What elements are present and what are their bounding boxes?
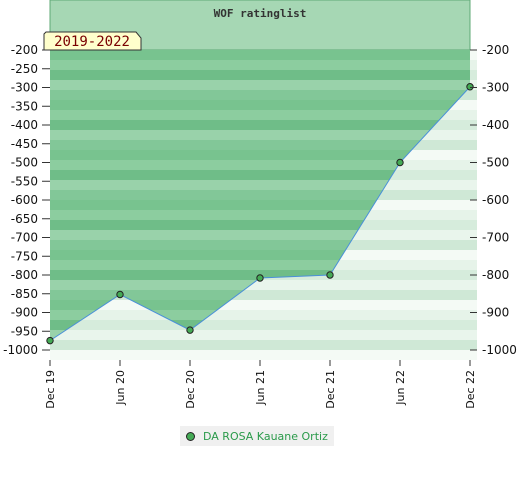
background-band (50, 330, 477, 340)
background-band (50, 350, 477, 360)
legend-label: DA ROSA Kauane Ortiz (203, 429, 328, 443)
area-stripe (50, 210, 470, 220)
y-tick-label: -500 (11, 156, 38, 170)
area-stripe (50, 150, 470, 160)
data-point (326, 271, 334, 279)
y-tick-label: -700 (482, 231, 509, 245)
background-band (50, 340, 477, 350)
data-point (396, 158, 404, 167)
background-band (50, 300, 477, 310)
area-stripe (50, 230, 470, 240)
y-tick-label: -500 (482, 156, 509, 170)
y-tick-label: -600 (11, 193, 38, 207)
x-tick-label: Dec 19 (44, 370, 57, 409)
area-stripe (50, 80, 470, 90)
x-axis: Dec 19 Jun 20 Dec 20 Jun 21 Dec 21 Jun 22 Dec … (44, 360, 477, 409)
y-tick-label: -750 (11, 249, 38, 263)
data-point (46, 336, 54, 345)
y-tick-label: -400 (482, 118, 509, 132)
y-tick-label: -300 (11, 81, 38, 95)
area-stripe (50, 220, 470, 230)
area-stripe (50, 60, 470, 70)
y-tick-label: -550 (11, 174, 38, 188)
y-tick-label: -600 (482, 193, 509, 207)
x-tick-label: Dec 21 (324, 370, 337, 409)
background-band (50, 280, 477, 290)
data-point (186, 326, 194, 334)
series-points (46, 83, 474, 345)
background-band (50, 290, 477, 300)
chart-title: WOF ratinglist (214, 7, 307, 20)
y-tick-label: -200 (482, 43, 509, 57)
y-tick-label: -200 (11, 43, 38, 57)
area-stripe (50, 140, 470, 150)
period-badge: 2019-2022 (43, 31, 142, 51)
area-stripe (50, 70, 470, 80)
period-badge-text: 2019-2022 (54, 34, 130, 50)
y-tick-label: -900 (482, 306, 509, 320)
x-tick-label: Dec 20 (184, 370, 197, 409)
y-tick-label: -800 (482, 268, 509, 282)
x-tick-label: Jun 21 (254, 370, 267, 406)
y-tick-label: -700 (11, 231, 38, 245)
data-point (256, 274, 264, 282)
y-axis-left: -200 -250 -300 -350 -400 -450 -500 -550 -600 -650… (3, 43, 50, 357)
area-stripe (50, 190, 470, 200)
y-axis-right: -200 -300 -400 -500 -600 -700 -800 -900 -1000 (470, 43, 517, 357)
area-stripe (50, 240, 470, 250)
x-tick-label: Dec 22 (464, 370, 477, 409)
area-stripe (50, 250, 470, 260)
legend-marker-icon (186, 431, 195, 441)
area-stripe (50, 170, 470, 180)
y-tick-label: -950 (11, 324, 38, 338)
legend: DA ROSA Kauane Ortiz (180, 426, 334, 446)
data-point (466, 83, 474, 91)
y-tick-label: -850 (11, 287, 38, 301)
data-point (116, 290, 124, 299)
area-stripe (50, 200, 470, 210)
background-band (50, 310, 477, 320)
y-tick-label: -300 (482, 81, 509, 95)
area-stripe (50, 160, 470, 170)
area-stripe (50, 50, 470, 60)
y-tick-label: -1000 (3, 343, 38, 357)
background-band (50, 320, 477, 330)
y-tick-label: -250 (11, 62, 38, 76)
area-stripe (50, 120, 470, 130)
y-tick-label: -900 (11, 306, 38, 320)
y-tick-label: -400 (11, 118, 38, 132)
area-stripe (50, 90, 470, 100)
area-stripe (50, 100, 470, 110)
y-tick-label: -650 (11, 212, 38, 226)
y-tick-label: -1000 (482, 343, 517, 357)
y-tick-label: -800 (11, 268, 38, 282)
area-stripe (50, 110, 470, 120)
y-tick-label: -450 (11, 137, 38, 151)
area-stripe (50, 260, 470, 270)
y-tick-label: -350 (11, 99, 38, 113)
x-tick-label: Jun 20 (114, 370, 127, 406)
area-stripe (50, 180, 470, 190)
area-stripe (50, 130, 470, 140)
x-tick-label: Jun 22 (394, 370, 407, 406)
